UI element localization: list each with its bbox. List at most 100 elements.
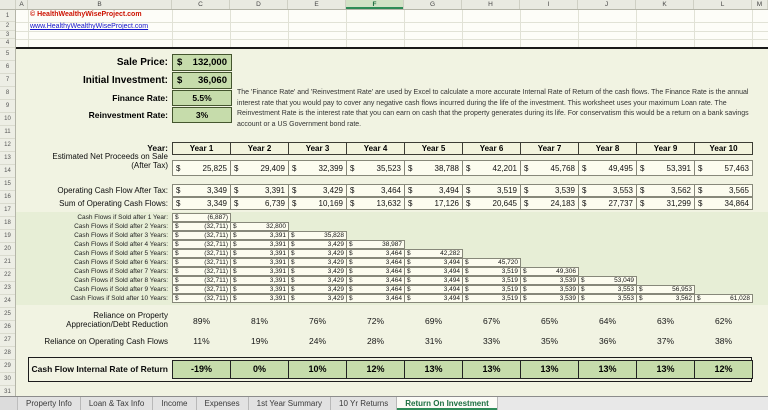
cell-sold-5-y2[interactable]: $3,391 xyxy=(230,249,289,258)
column-header-e[interactable]: E xyxy=(288,0,346,9)
cell-sold-8-y1[interactable]: $ (32,711) xyxy=(172,276,231,285)
cell-operating-cf-y5[interactable]: $3,494 xyxy=(404,184,463,197)
cell-irr-y2[interactable]: 0% xyxy=(230,360,289,379)
row-header-27[interactable]: 27 xyxy=(0,334,15,347)
cell-operating-cf-y6[interactable]: $3,519 xyxy=(462,184,521,197)
column-header-h[interactable]: H xyxy=(462,0,520,9)
cell-reliance-operating-cf-y3[interactable]: 24% xyxy=(308,336,326,346)
cell-reliance-appreciation-y5[interactable]: 69% xyxy=(424,316,442,326)
cell-sold-7-y7[interactable]: $49,306 xyxy=(520,267,579,276)
cell-sold-7-y6[interactable]: $3,519 xyxy=(462,267,521,276)
cell-sold-8-y6[interactable]: $3,519 xyxy=(462,276,521,285)
cell-net-proceeds-y2[interactable]: $29,409 xyxy=(230,160,289,176)
tab-income[interactable]: Income xyxy=(153,397,197,410)
cell-sold-10-y4[interactable]: $3,464 xyxy=(346,294,405,303)
cell-sold-6-y4[interactable]: $3,464 xyxy=(346,258,405,267)
cell-sold-9-y3[interactable]: $3,429 xyxy=(288,285,347,294)
cell-sold-8-y2[interactable]: $3,391 xyxy=(230,276,289,285)
cell-sold-6-y6[interactable]: $45,720 xyxy=(462,258,521,267)
tab-1st-year-summary[interactable]: 1st Year Summary xyxy=(248,397,332,410)
cell-reliance-operating-cf-y7[interactable]: 35% xyxy=(540,336,558,346)
cell-sold-10-y8[interactable]: $3,553 xyxy=(578,294,637,303)
cell-year-header-3[interactable]: Year 3 xyxy=(288,142,347,155)
cell-net-proceeds-y10[interactable]: $57,463 xyxy=(694,160,753,176)
cell-sold-9-y8[interactable]: $3,553 xyxy=(578,285,637,294)
cell-sold-10-y3[interactable]: $3,429 xyxy=(288,294,347,303)
cell-net-proceeds-y3[interactable]: $32,399 xyxy=(288,160,347,176)
cell-irr-y5[interactable]: 13% xyxy=(404,360,463,379)
cell-sum-cf-y10[interactable]: $34,864 xyxy=(694,197,753,210)
cell-year-header-10[interactable]: Year 10 xyxy=(694,142,753,155)
cell-reliance-operating-cf-y10[interactable]: 38% xyxy=(714,336,732,346)
cell-year-header-1[interactable]: Year 1 xyxy=(172,142,231,155)
cell-sold-9-y1[interactable]: $ (32,711) xyxy=(172,285,231,294)
tab-10-yr-returns[interactable]: 10 Yr Returns xyxy=(331,397,398,410)
cell-sold-9-y4[interactable]: $3,464 xyxy=(346,285,405,294)
cell-reliance-appreciation-y7[interactable]: 65% xyxy=(540,316,558,326)
cell-sold-9-y7[interactable]: $3,539 xyxy=(520,285,579,294)
cell-operating-cf-y7[interactable]: $3,539 xyxy=(520,184,579,197)
cell-net-proceeds-y4[interactable]: $35,523 xyxy=(346,160,405,176)
cell-sold-7-y3[interactable]: $3,429 xyxy=(288,267,347,276)
tab-return-on-investment[interactable]: Return On Investment xyxy=(397,397,498,410)
cell-net-proceeds-y5[interactable]: $38,788 xyxy=(404,160,463,176)
cell-reliance-operating-cf-y2[interactable]: 19% xyxy=(250,336,268,346)
cell-finance-rate-input[interactable]: 5.5% xyxy=(172,90,232,106)
cell-sold-8-y3[interactable]: $3,429 xyxy=(288,276,347,285)
cell-operating-cf-y9[interactable]: $3,562 xyxy=(636,184,695,197)
cell-year-header-5[interactable]: Year 5 xyxy=(404,142,463,155)
cell-sold-10-y10[interactable]: $61,028 xyxy=(694,294,753,303)
cell-sold-4-y2[interactable]: $3,391 xyxy=(230,240,289,249)
row-header-1[interactable]: 1 xyxy=(0,10,15,22)
cell-sum-cf-y6[interactable]: $20,645 xyxy=(462,197,521,210)
cell-operating-cf-y4[interactable]: $3,464 xyxy=(346,184,405,197)
cell-operating-cf-y3[interactable]: $3,429 xyxy=(288,184,347,197)
row-header-5[interactable]: 5 xyxy=(0,48,15,61)
cell-year-header-2[interactable]: Year 2 xyxy=(230,142,289,155)
cell-reliance-operating-cf-y1[interactable]: 11% xyxy=(193,336,210,346)
cell-sold-3-y2[interactable]: $3,391 xyxy=(230,231,289,240)
column-header-l[interactable]: L xyxy=(694,0,752,9)
column-header-g[interactable]: G xyxy=(404,0,462,9)
cell-operating-cf-y10[interactable]: $3,565 xyxy=(694,184,753,197)
row-header-20[interactable]: 20 xyxy=(0,243,15,256)
cell-sold-10-y2[interactable]: $3,391 xyxy=(230,294,289,303)
cell-irr-y4[interactable]: 12% xyxy=(346,360,405,379)
cell-reliance-operating-cf-y4[interactable]: 28% xyxy=(366,336,384,346)
cell-net-proceeds-y9[interactable]: $53,391 xyxy=(636,160,695,176)
column-header-d[interactable]: D xyxy=(230,0,288,9)
cell-sold-5-y3[interactable]: $3,429 xyxy=(288,249,347,258)
cell-reliance-operating-cf-y6[interactable]: 33% xyxy=(482,336,500,346)
cell-year-header-6[interactable]: Year 6 xyxy=(462,142,521,155)
cell-sold-10-y6[interactable]: $3,519 xyxy=(462,294,521,303)
row-header-14[interactable]: 14 xyxy=(0,165,15,178)
cell-year-header-8[interactable]: Year 8 xyxy=(578,142,637,155)
cell-reliance-appreciation-y8[interactable]: 64% xyxy=(598,316,616,326)
cell-sold-3-y1[interactable]: $ (32,711) xyxy=(172,231,231,240)
select-all-corner[interactable] xyxy=(0,0,16,9)
tab-loan-tax-info[interactable]: Loan & Tax Info xyxy=(80,397,154,410)
cell-sold-7-y1[interactable]: $ (32,711) xyxy=(172,267,231,276)
cell-initial-investment-input[interactable]: $36,060 xyxy=(172,72,232,89)
row-header-28[interactable]: 28 xyxy=(0,347,15,360)
cell-sold-7-y5[interactable]: $3,494 xyxy=(404,267,463,276)
column-header-f[interactable]: F xyxy=(346,0,404,9)
row-header-9[interactable]: 9 xyxy=(0,100,15,113)
cell-operating-cf-y1[interactable]: $3,349 xyxy=(172,184,231,197)
row-header-30[interactable]: 30 xyxy=(0,373,15,386)
cell-sold-1-y1[interactable]: $ (6,887) xyxy=(172,213,231,222)
row-header-16[interactable]: 16 xyxy=(0,191,15,204)
column-header-j[interactable]: J xyxy=(578,0,636,9)
cell-irr-y8[interactable]: 13% xyxy=(578,360,637,379)
column-header-k[interactable]: K xyxy=(636,0,694,9)
cell-sold-9-y5[interactable]: $3,494 xyxy=(404,285,463,294)
column-header-m[interactable]: M xyxy=(752,0,768,9)
row-header-15[interactable]: 15 xyxy=(0,178,15,191)
cell-sold-6-y5[interactable]: $3,494 xyxy=(404,258,463,267)
cell-sold-9-y6[interactable]: $3,519 xyxy=(462,285,521,294)
cell-sold-9-y9[interactable]: $56,953 xyxy=(636,285,695,294)
cell-reliance-operating-cf-y8[interactable]: 36% xyxy=(598,336,616,346)
row-header-12[interactable]: 12 xyxy=(0,139,15,152)
row-header-23[interactable]: 23 xyxy=(0,282,15,295)
cell-reinvestment-rate-input[interactable]: 3% xyxy=(172,107,232,123)
